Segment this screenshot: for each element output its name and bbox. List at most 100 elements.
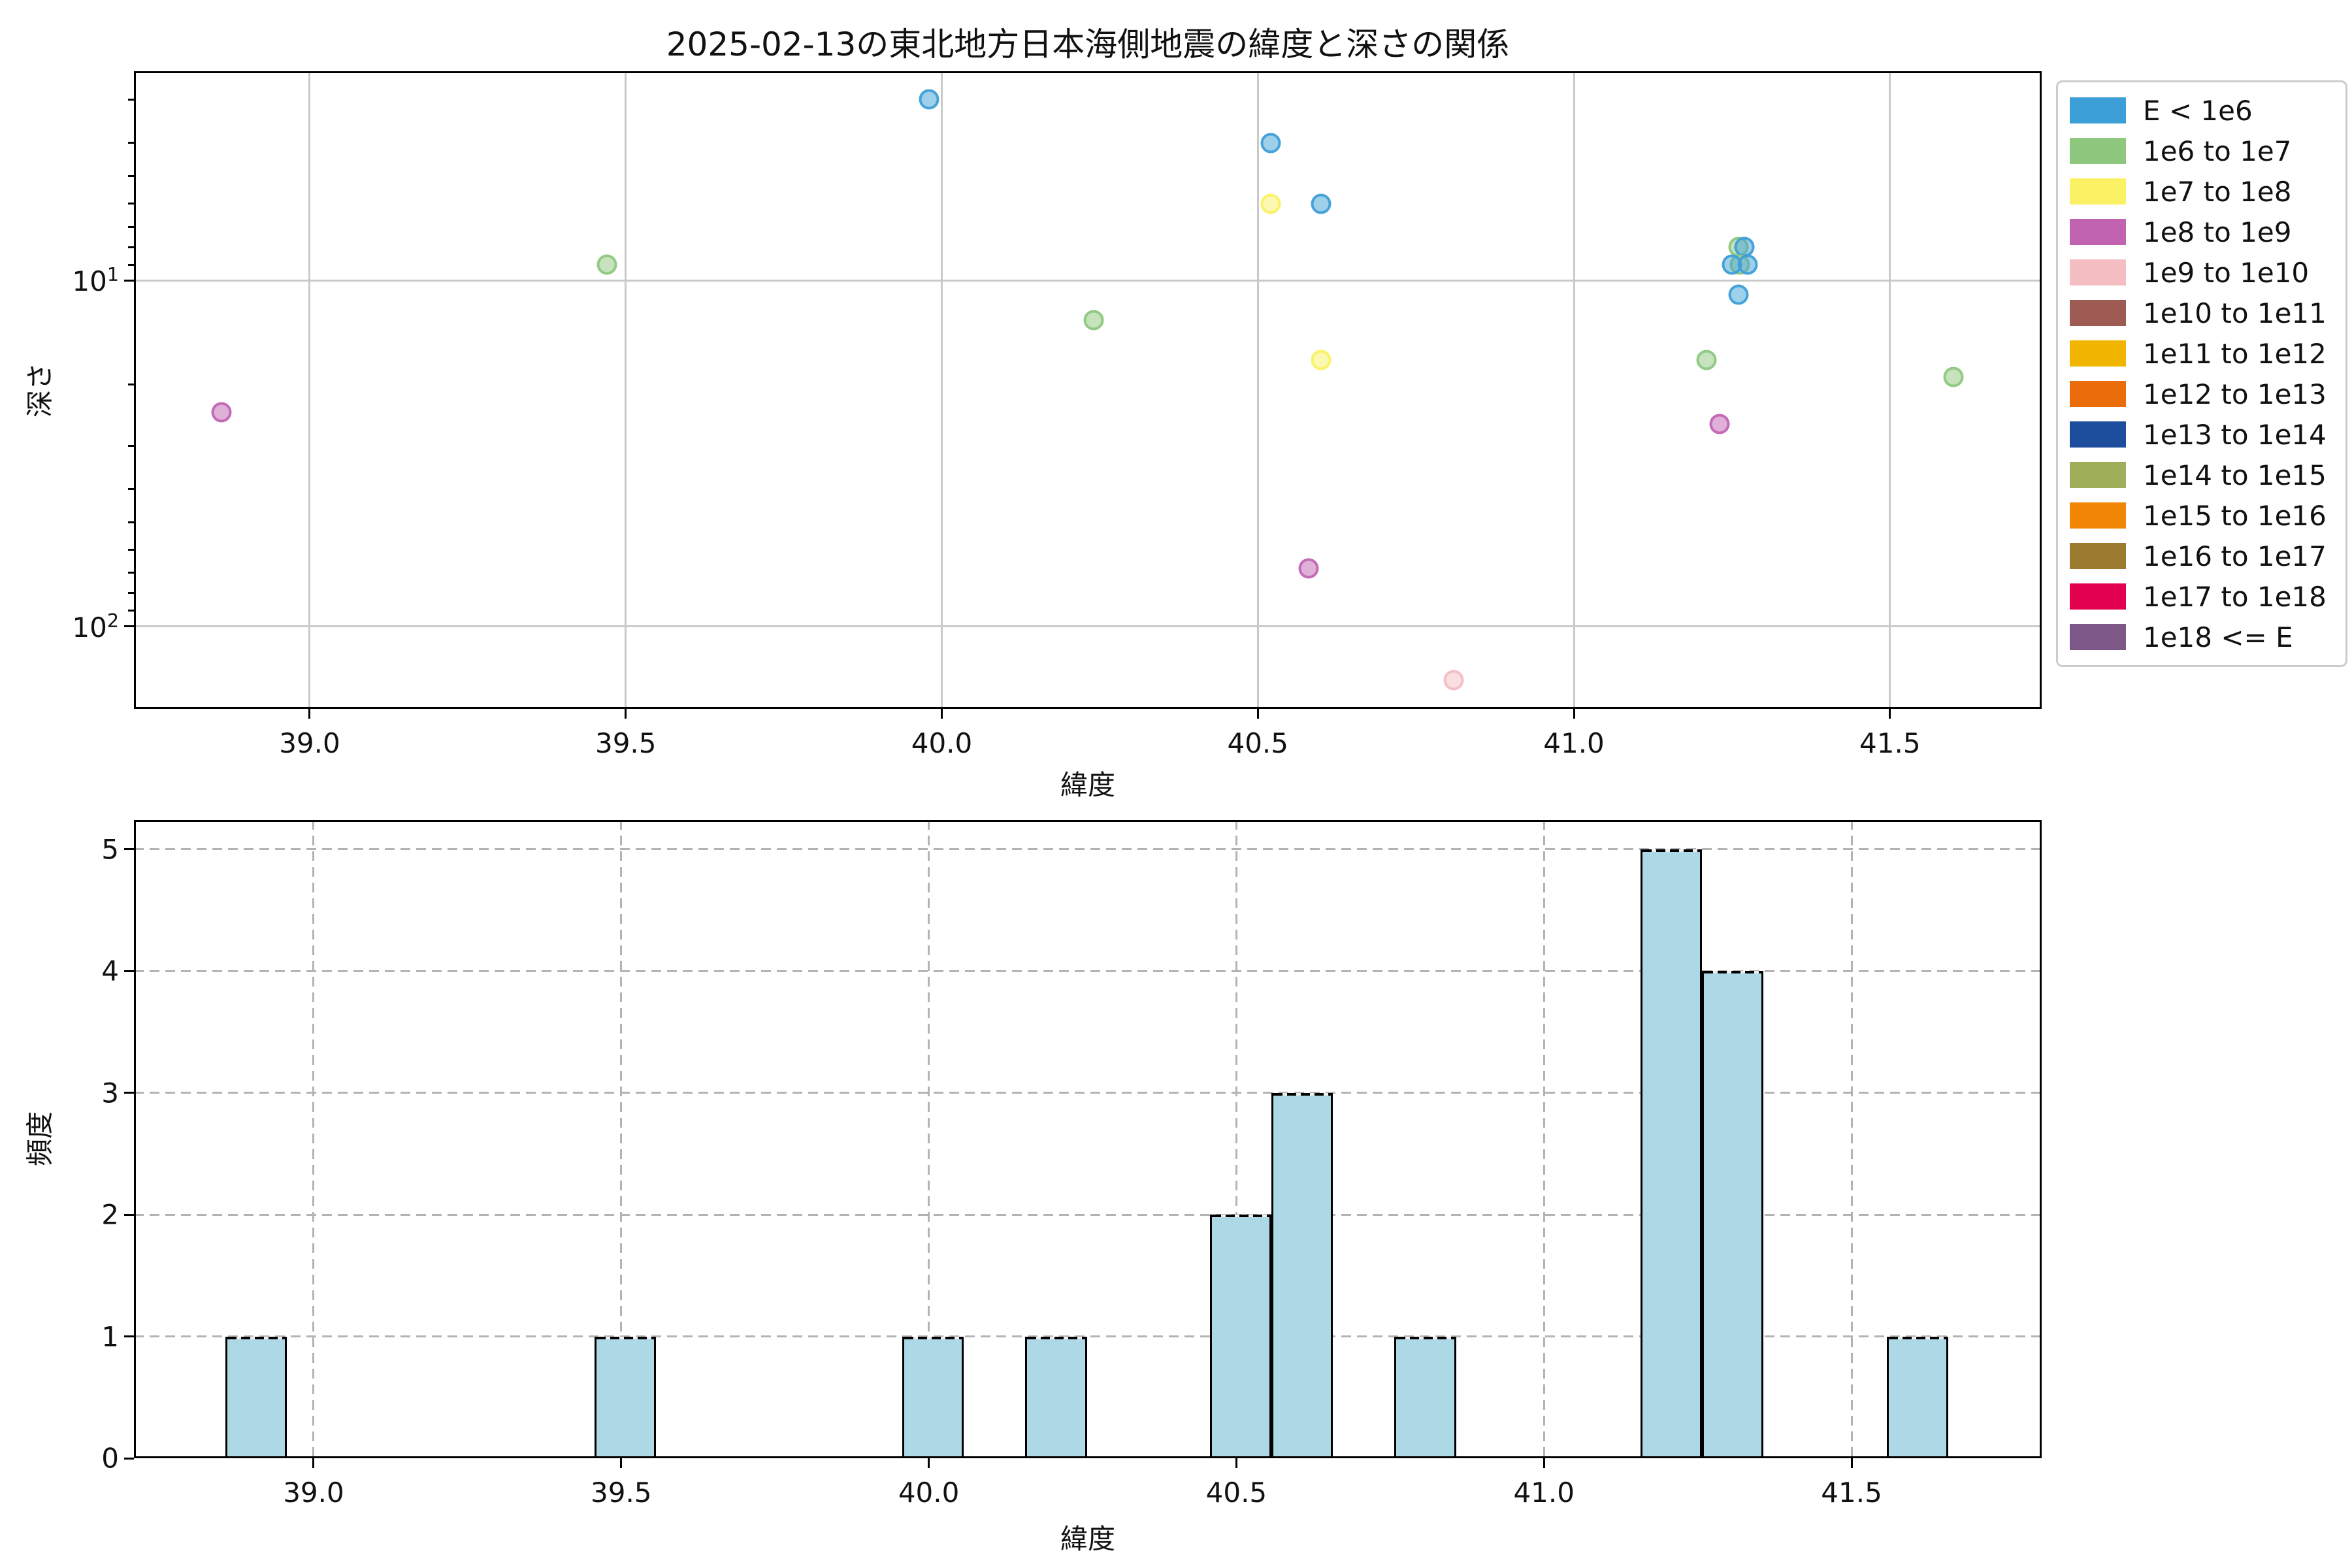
histogram-ytick-mark (124, 1092, 134, 1094)
legend: E < 1e6 1e6 to 1e7 1e7 to 1e8 1e8 to 1e9 1e9… (2056, 80, 2347, 667)
scatter-point (1696, 350, 1717, 370)
legend-swatch (2070, 138, 2126, 164)
histogram-bar-top-edge (1704, 971, 1762, 974)
legend-entry: 1e18 <= E (2070, 617, 2334, 657)
histogram-xtick-mark (1850, 1458, 1853, 1468)
histogram-bar-top-edge (1211, 1215, 1270, 1218)
scatter-gridline-v (1889, 71, 1891, 709)
legend-label: 1e9 to 1e10 (2143, 256, 2310, 289)
scatter-ytick-minor (128, 548, 134, 551)
legend-swatch (2070, 462, 2126, 488)
scatter-point (596, 254, 617, 275)
scatter-point (1260, 193, 1281, 214)
histogram-gridline-v (1850, 820, 1853, 1458)
legend-label: 1e8 to 1e9 (2143, 216, 2292, 248)
histogram-bar (1025, 1336, 1087, 1458)
legend-entry: 1e13 to 1e14 (2070, 414, 2334, 455)
scatter-ytick-label: 101 (72, 263, 119, 298)
histogram-ytick-label: 3 (101, 1077, 119, 1109)
scatter-point (1260, 133, 1281, 154)
scatter-xtick-mark (941, 709, 943, 719)
histogram-gridline-h (134, 848, 2042, 851)
legend-label: 1e15 to 1e16 (2143, 499, 2327, 532)
histogram-xtick-mark (312, 1458, 315, 1468)
histogram-ytick-mark (124, 970, 134, 972)
histogram-bar-top-edge (1888, 1336, 1946, 1339)
histogram-ytick-label: 2 (101, 1198, 119, 1231)
histogram-axes (134, 820, 2042, 1458)
legend-label: E < 1e6 (2143, 94, 2253, 127)
scatter-ytick-minor (128, 225, 134, 228)
legend-swatch (2070, 340, 2126, 367)
scatter-xtick-label: 40.5 (1227, 727, 1289, 759)
scatter-xtick-mark (1889, 709, 1891, 719)
scatter-gridline-v (625, 71, 627, 709)
scatter-ytick-minor (128, 98, 134, 101)
scatter-xtick-label: 40.0 (911, 727, 973, 759)
histogram-bar-top-edge (1027, 1336, 1085, 1339)
legend-entry: 1e7 to 1e8 (2070, 171, 2334, 212)
histogram-gridline-v (1543, 820, 1545, 1458)
legend-label: 1e14 to 1e15 (2143, 459, 2327, 491)
scatter-gridline-v (941, 71, 943, 709)
histogram-bar (1886, 1336, 1948, 1458)
histogram-bar-top-edge (1396, 1336, 1454, 1339)
scatter-ytick-minor (128, 384, 134, 386)
histogram-xtick-label: 40.0 (898, 1477, 960, 1509)
scatter-point (1737, 254, 1758, 275)
legend-entry: 1e9 to 1e10 (2070, 252, 2334, 293)
scatter-gridline-v (1573, 71, 1575, 709)
legend-entry: 1e17 to 1e18 (2070, 576, 2334, 617)
scatter-xtick-label: 39.5 (595, 727, 657, 759)
scatter-gridline-h (134, 625, 2042, 628)
histogram-ytick-mark (124, 1457, 134, 1460)
histogram-gridline-h (134, 1335, 2042, 1338)
histogram-bar (1271, 1092, 1333, 1458)
histogram-xtick-label: 41.5 (1821, 1477, 1882, 1509)
scatter-point (1083, 310, 1104, 331)
scatter-xtick-mark (1573, 709, 1575, 719)
histogram-gridline-v (620, 820, 623, 1458)
scatter-point (919, 89, 939, 110)
legend-swatch (2070, 543, 2126, 569)
scatter-xtick-mark (625, 709, 627, 719)
histogram-xtick-label: 39.5 (591, 1477, 652, 1509)
legend-swatch (2070, 178, 2126, 204)
scatter-point (1709, 414, 1730, 434)
scatter-ytick-minor (128, 263, 134, 266)
scatter-gridline-h (134, 279, 2042, 282)
scatter-ytick-minor (128, 610, 134, 612)
histogram-bar (1702, 971, 1764, 1458)
histogram-xtick-label: 40.5 (1205, 1477, 1267, 1509)
scatter-ytick-minor (128, 444, 134, 447)
histogram-gridline-v (1235, 820, 1237, 1458)
legend-entry: 1e16 to 1e17 (2070, 536, 2334, 576)
histogram-gridline-v (312, 820, 315, 1458)
legend-entry: 1e15 to 1e16 (2070, 495, 2334, 536)
legend-entry: 1e14 to 1e15 (2070, 455, 2334, 495)
figure-title: 2025-02-13の東北地方日本海側地震の緯度と深さの関係 (666, 25, 1510, 63)
histogram-bar-top-edge (904, 1336, 962, 1339)
legend-label: 1e11 to 1e12 (2143, 337, 2327, 370)
scatter-xtick-mark (308, 709, 311, 719)
histogram-bar (595, 1336, 657, 1458)
scatter-ytick-minor (128, 142, 134, 144)
scatter-axes (134, 71, 2042, 709)
histogram-xlabel: 緯度 (1060, 1523, 1116, 1555)
scatter-ytick-minor (128, 521, 134, 524)
legend-swatch (2070, 300, 2126, 326)
legend-label: 1e17 to 1e18 (2143, 580, 2327, 613)
legend-swatch (2070, 259, 2126, 286)
legend-swatch (2070, 502, 2126, 529)
legend-swatch (2070, 583, 2126, 610)
histogram-xtick-mark (1235, 1458, 1237, 1468)
histogram-xtick-label: 41.0 (1513, 1477, 1575, 1509)
scatter-gridline-v (308, 71, 311, 709)
legend-entry: 1e12 to 1e13 (2070, 374, 2334, 414)
histogram-ytick-mark (124, 848, 134, 851)
legend-swatch (2070, 421, 2126, 448)
histogram-ytick-mark (124, 1335, 134, 1338)
scatter-point (1311, 350, 1331, 370)
histogram-xtick-mark (620, 1458, 623, 1468)
legend-label: 1e7 to 1e8 (2143, 175, 2292, 208)
